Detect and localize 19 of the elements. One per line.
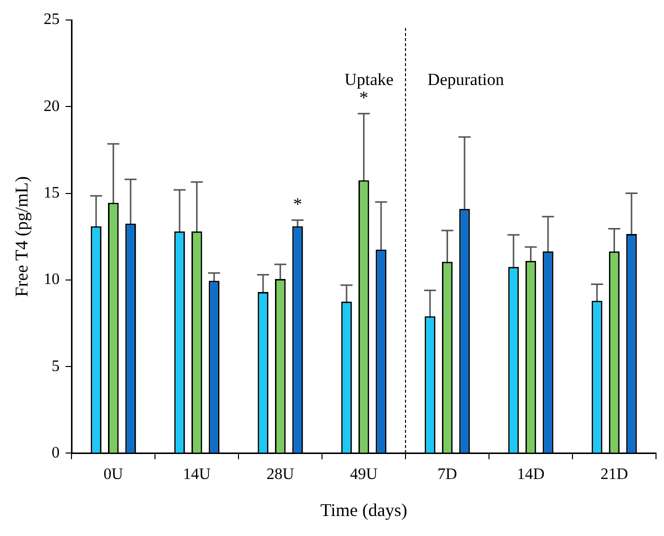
y-axis-title: Free T4 (pg/mL) [12,176,32,297]
y-tick-label: 25 [44,11,60,28]
annotation: Depuration [428,70,505,90]
x-tick-label: 28U [266,466,295,484]
x-tick-label: 14U [183,466,212,484]
y-tick-label: 15 [44,184,60,202]
y-tick-label: 20 [44,98,60,115]
y-tick-label: 5 [52,358,60,375]
x-tick-label: 0U [104,466,124,484]
annotation: Uptake [344,70,394,90]
y-tick-label: 0 [52,444,60,462]
annotation: * [293,194,302,214]
x-tick-label: 21D [600,466,628,484]
x-tick-label: 49U [350,466,378,484]
y-tick-label: 10 [44,271,60,288]
x-tick-label: 7D [438,466,458,484]
x-tick-label: 14D [516,466,545,484]
annotation: * [359,88,368,108]
x-axis-title: Time (days) [320,500,408,520]
